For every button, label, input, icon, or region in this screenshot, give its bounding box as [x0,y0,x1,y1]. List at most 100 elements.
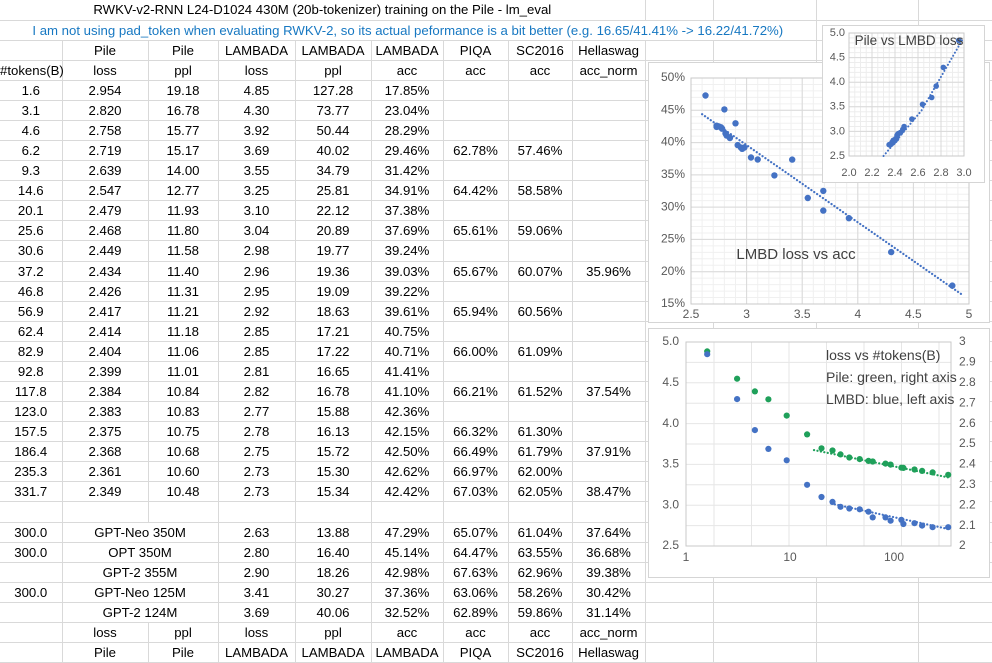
table-cell[interactable]: 37.64% [572,522,646,543]
table-cell[interactable]: 65.94% [443,301,509,322]
table-cell[interactable]: 60.07% [508,261,573,282]
table-cell[interactable]: 16.40 [295,542,372,563]
empty-cell[interactable] [816,602,919,623]
table-cell[interactable]: 10.68 [148,441,219,463]
table-cell[interactable]: 2.449 [62,240,149,262]
table-cell[interactable] [572,341,646,362]
table-cell[interactable] [508,401,573,423]
table-cell[interactable]: 2.80 [218,542,296,563]
table-cell[interactable]: 37.54% [572,381,646,403]
table-cell[interactable]: 63.55% [508,542,573,563]
table-cell[interactable]: 3.25 [218,180,296,202]
table-cell[interactable]: 13.88 [295,522,372,543]
empty-cell[interactable] [816,622,919,644]
table-cell[interactable]: 2.361 [62,461,149,483]
table-cell[interactable] [572,160,646,182]
table-cell[interactable]: 62.05% [508,481,573,503]
table-cell[interactable]: 35.96% [572,261,646,282]
table-cell[interactable]: 19.18 [148,80,219,101]
column-header[interactable]: acc [508,60,573,81]
table-cell[interactable]: 16.13 [295,421,372,443]
table-cell[interactable]: 58.58% [508,180,573,202]
table-cell[interactable]: 300.0 [0,542,63,563]
table-cell[interactable]: 2.78 [218,421,296,443]
table-cell[interactable] [572,120,646,142]
table-cell[interactable]: 38.47% [572,481,646,503]
table-cell[interactable]: 62.89% [443,602,509,623]
table-cell[interactable]: 127.28 [295,80,372,101]
table-cell[interactable] [572,301,646,322]
footer-header-cell[interactable]: Pile [62,642,149,663]
column-group-header[interactable]: PIQA [443,40,509,61]
table-cell[interactable]: 2.98 [218,240,296,262]
table-cell[interactable]: 47.29% [371,522,444,543]
table-cell[interactable]: 58.26% [508,582,573,603]
table-cell[interactable]: 36.68% [572,542,646,563]
table-cell[interactable]: 45.14% [371,542,444,563]
table-cell[interactable] [572,401,646,423]
column-group-header[interactable]: Hellaswag [572,40,646,61]
table-cell[interactable]: 42.98% [371,562,444,583]
footer-header-cell[interactable]: ppl [295,622,372,644]
table-cell[interactable]: 17.21 [295,321,372,342]
table-cell[interactable]: 4.30 [218,100,296,121]
empty-cell[interactable] [713,602,817,623]
table-cell[interactable]: 67.63% [443,562,509,583]
table-cell[interactable]: 30.6 [0,240,63,262]
column-group-header[interactable]: Pile [148,40,219,61]
empty-cell[interactable] [713,642,817,663]
table-cell[interactable]: 15.34 [295,481,372,503]
table-cell[interactable]: 32.52% [371,602,444,623]
table-cell[interactable]: 2.368 [62,441,149,463]
table-cell[interactable]: 2.434 [62,261,149,282]
table-cell[interactable]: 60.56% [508,301,573,322]
table-cell[interactable]: 3.55 [218,160,296,182]
table-cell[interactable]: 39.24% [371,240,444,262]
table-cell[interactable]: 2.81 [218,361,296,382]
empty-cell[interactable] [645,0,714,21]
column-group-header[interactable]: LAMBADA [371,40,444,61]
footer-header-cell[interactable]: SC2016 [508,642,573,663]
empty-cell[interactable] [645,582,714,603]
table-cell[interactable] [572,240,646,262]
table-cell[interactable]: 67.03% [443,481,509,503]
table-cell[interactable]: 2.73 [218,461,296,483]
empty-cell[interactable] [0,501,63,523]
table-cell[interactable]: 65.07% [443,522,509,543]
table-cell[interactable]: 2.95 [218,281,296,302]
table-cell[interactable] [572,140,646,162]
table-cell[interactable]: 61.79% [508,441,573,463]
table-cell[interactable]: 39.38% [572,562,646,583]
table-cell[interactable]: 1.6 [0,80,63,101]
table-cell[interactable]: 40.75% [371,321,444,342]
table-cell[interactable]: 66.00% [443,341,509,362]
table-cell[interactable]: 9.3 [0,160,63,182]
model-name-cell[interactable]: GPT-Neo 125M [62,582,219,603]
table-cell[interactable]: 34.91% [371,180,444,202]
table-cell[interactable]: 37.69% [371,220,444,242]
empty-cell[interactable] [148,501,219,523]
table-cell[interactable]: 61.30% [508,421,573,443]
empty-cell[interactable] [572,501,646,523]
table-cell[interactable] [572,361,646,382]
footer-header-cell[interactable]: loss [218,622,296,644]
empty-cell[interactable] [295,501,372,523]
table-cell[interactable]: 10.83 [148,401,219,423]
table-cell[interactable]: 4.85 [218,80,296,101]
table-cell[interactable]: 19.36 [295,261,372,282]
empty-cell[interactable] [816,582,919,603]
table-cell[interactable]: 62.00% [508,461,573,483]
table-cell[interactable]: 42.62% [371,461,444,483]
table-cell[interactable] [443,200,509,222]
table-cell[interactable]: 15.88 [295,401,372,423]
table-cell[interactable]: 2.85 [218,321,296,342]
table-cell[interactable]: 56.9 [0,301,63,322]
footer-header-cell[interactable]: loss [62,622,149,644]
table-cell[interactable] [0,562,63,583]
table-cell[interactable]: 2.954 [62,80,149,101]
table-cell[interactable] [508,200,573,222]
table-cell[interactable] [443,120,509,142]
table-cell[interactable]: 42.50% [371,441,444,463]
table-cell[interactable] [508,240,573,262]
table-cell[interactable] [443,281,509,302]
